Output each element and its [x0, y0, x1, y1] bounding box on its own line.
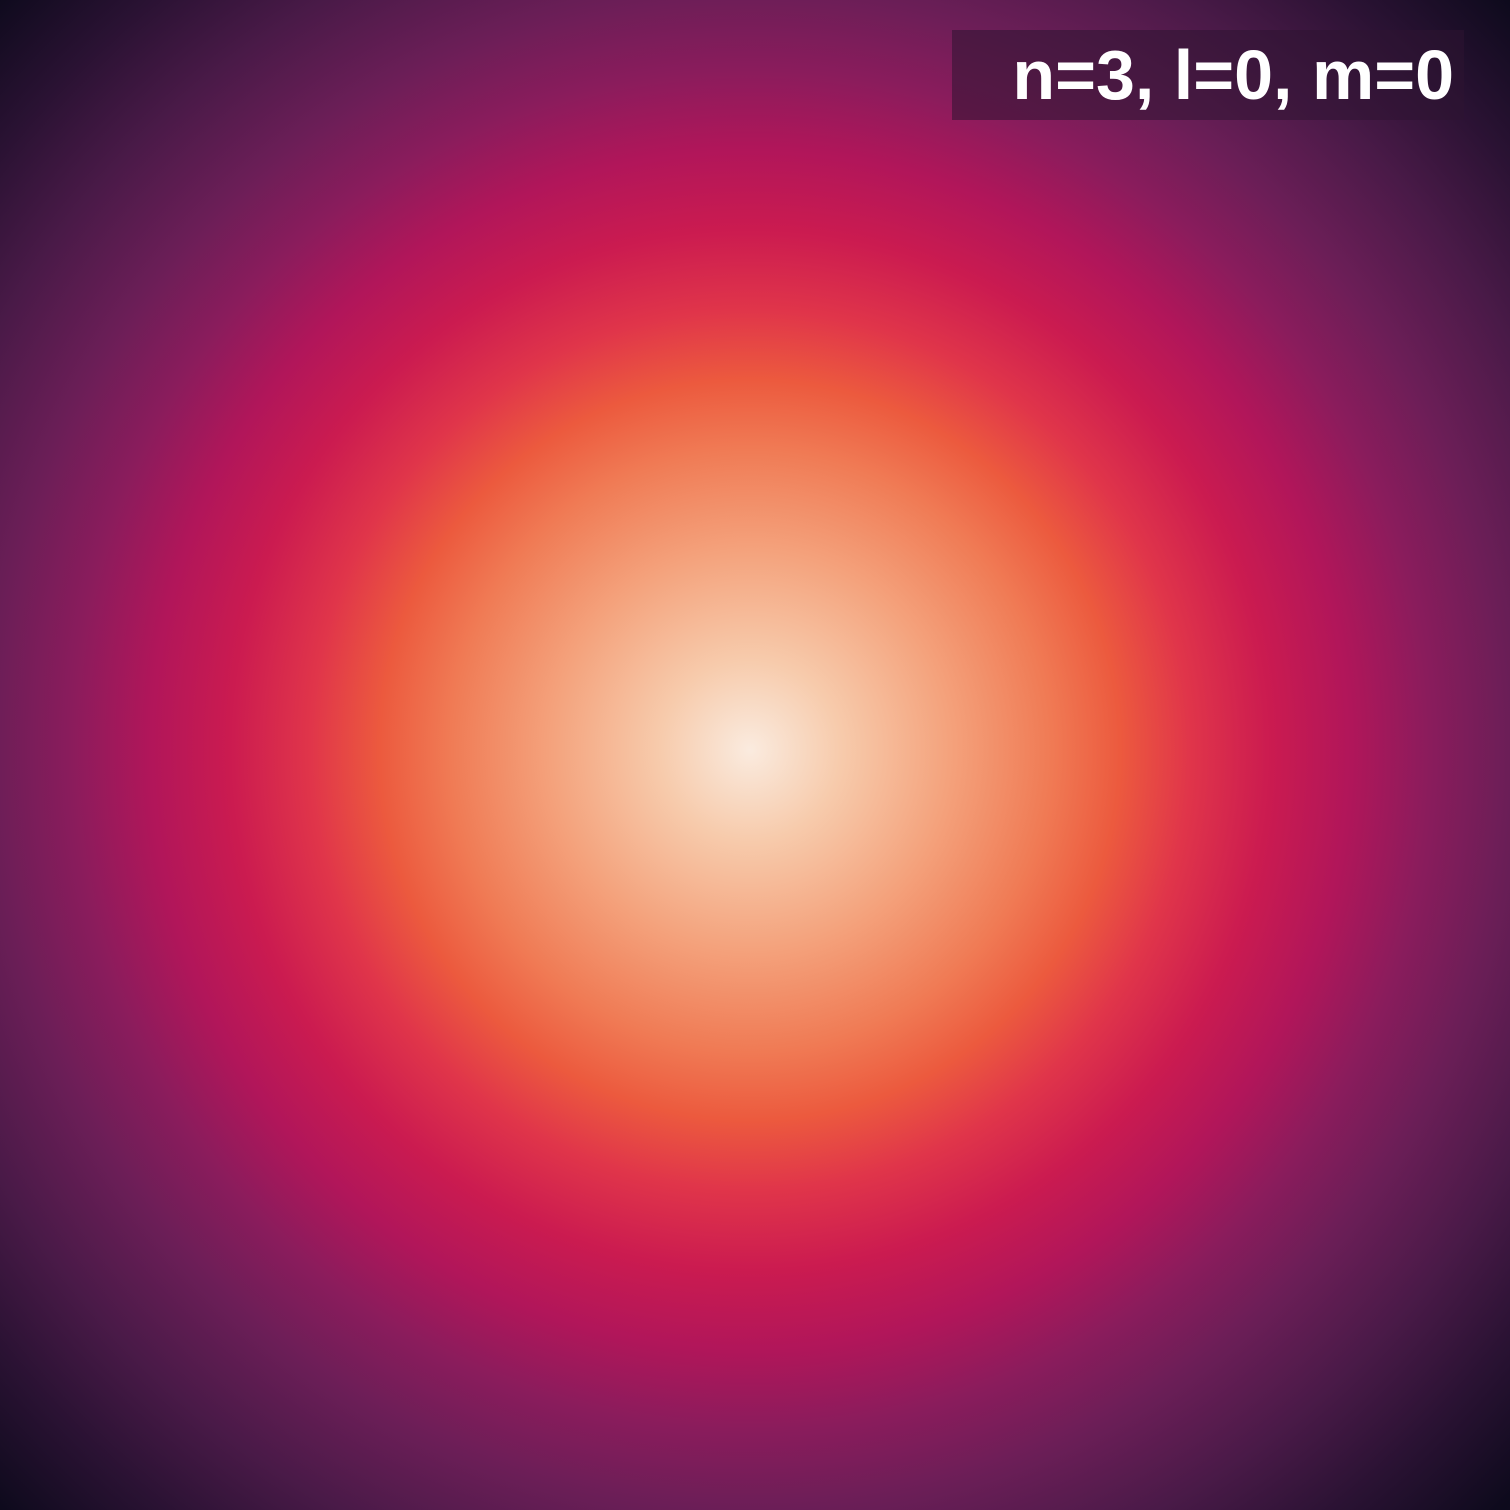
orbital-label: n=3, l=0, m=0	[952, 30, 1464, 120]
